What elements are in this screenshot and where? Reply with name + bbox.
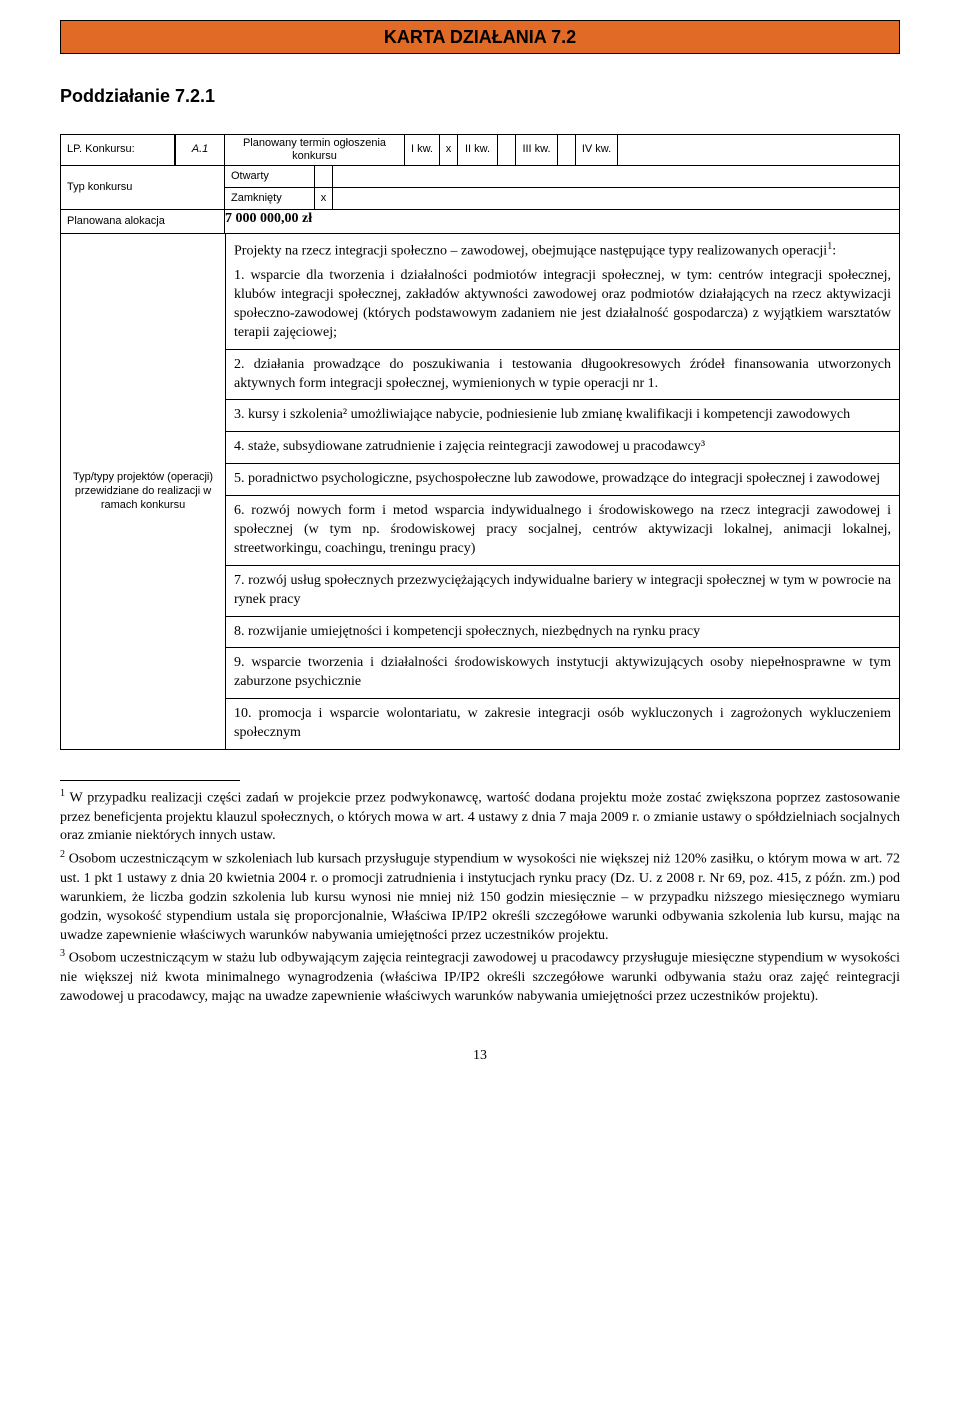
types-item-8: 8. rozwijanie umiejętności i kompetencji… xyxy=(226,617,899,649)
kw4-label: IV kw. xyxy=(576,135,618,165)
kw4-mark xyxy=(618,135,636,165)
otwarty-label: Otwarty xyxy=(225,166,315,187)
lp-label: LP. Konkursu: xyxy=(60,134,175,166)
kw1-label: I kw. xyxy=(405,135,440,165)
schedule-wrap: Planowany termin ogłoszenia konkursu I k… xyxy=(225,134,900,166)
planowany-termin-label: Planowany termin ogłoszenia konkursu xyxy=(225,135,405,165)
types-item-3: 3. kursy i szkolenia² umożliwiające naby… xyxy=(226,400,899,432)
typ-konkursu-label: Typ konkursu xyxy=(60,166,225,210)
footnote-3-text: Osobom uczestniczącym w stażu lub odbywa… xyxy=(60,951,900,1004)
footnote-3: 3 Osobom uczestniczącym w stażu lub odby… xyxy=(60,947,900,1006)
otwarty-mark xyxy=(315,166,333,187)
kw3-label: III kw. xyxy=(516,135,558,165)
typ-konkursu-right: Otwarty Zamknięty x xyxy=(225,166,900,210)
kw2-label: II kw. xyxy=(458,135,498,165)
page-number: 13 xyxy=(60,1047,900,1066)
types-item-4: 4. staże, subsydiowane zatrudnienie i za… xyxy=(226,432,899,464)
types-intro-colon: : xyxy=(832,243,836,258)
alokacja-row: Planowana alokacja 7 000 000,00 zł xyxy=(60,210,900,234)
footnote-2-text: Osobom uczestniczącym w szkoleniach lub … xyxy=(60,852,900,943)
types-item-6: 6. rozwój nowych form i metod wsparcia i… xyxy=(226,496,899,566)
footnote-2: 2 Osobom uczestniczącym w szkoleniach lu… xyxy=(60,848,900,945)
types-intro-cell: Projekty na rzecz integracji społeczno –… xyxy=(226,234,899,350)
zamkniety-mark: x xyxy=(315,188,333,209)
title-banner: KARTA DZIAŁANIA 7.2 xyxy=(60,20,900,54)
footnote-1-text: W przypadku realizacji części zadań w pr… xyxy=(60,791,900,844)
types-item-2: 2. działania prowadzące do poszukiwania … xyxy=(226,350,899,401)
lp-value: A.1 xyxy=(175,134,225,166)
zamkniety-spacer xyxy=(333,188,899,209)
types-right: Projekty na rzecz integracji społeczno –… xyxy=(226,234,899,749)
footnote-rule xyxy=(60,780,240,781)
types-intro-text: Projekty na rzecz integracji społeczno –… xyxy=(234,243,827,258)
types-block: Typ/typy projektów (operacji) przewidzia… xyxy=(60,234,900,750)
subtitle: Poddziałanie 7.2.1 xyxy=(60,84,900,108)
header-grid: LP. Konkursu: A.1 Planowany termin ogłos… xyxy=(60,134,900,166)
types-item-10: 10. promocja i wsparcie wolontariatu, w … xyxy=(226,699,899,749)
kw3-mark xyxy=(558,135,576,165)
footnotes: 1 W przypadku realizacji części zadań w … xyxy=(60,780,900,1007)
alokacja-value: 7 000 000,00 zł xyxy=(225,210,900,234)
footnote-1: 1 W przypadku realizacji części zadań w … xyxy=(60,787,900,846)
types-item-1: 1. wsparcie dla tworzenia i działalności… xyxy=(234,267,891,343)
kw1-mark: x xyxy=(440,135,458,165)
types-left-label: Typ/typy projektów (operacji) przewidzia… xyxy=(61,234,226,749)
types-item-7: 7. rozwój usług społecznych przezwycięża… xyxy=(226,566,899,617)
types-item-9: 9. wsparcie tworzenia i działalności śro… xyxy=(226,648,899,699)
alokacja-label: Planowana alokacja xyxy=(60,210,225,234)
otwarty-spacer xyxy=(333,166,899,187)
kw2-mark xyxy=(498,135,516,165)
typ-konkursu-row: Typ konkursu Otwarty Zamknięty x xyxy=(60,166,900,210)
types-item-5: 5. poradnictwo psychologiczne, psychospo… xyxy=(226,464,899,496)
page: KARTA DZIAŁANIA 7.2 Poddziałanie 7.2.1 L… xyxy=(0,0,960,1106)
zamkniety-label: Zamknięty xyxy=(225,188,315,209)
